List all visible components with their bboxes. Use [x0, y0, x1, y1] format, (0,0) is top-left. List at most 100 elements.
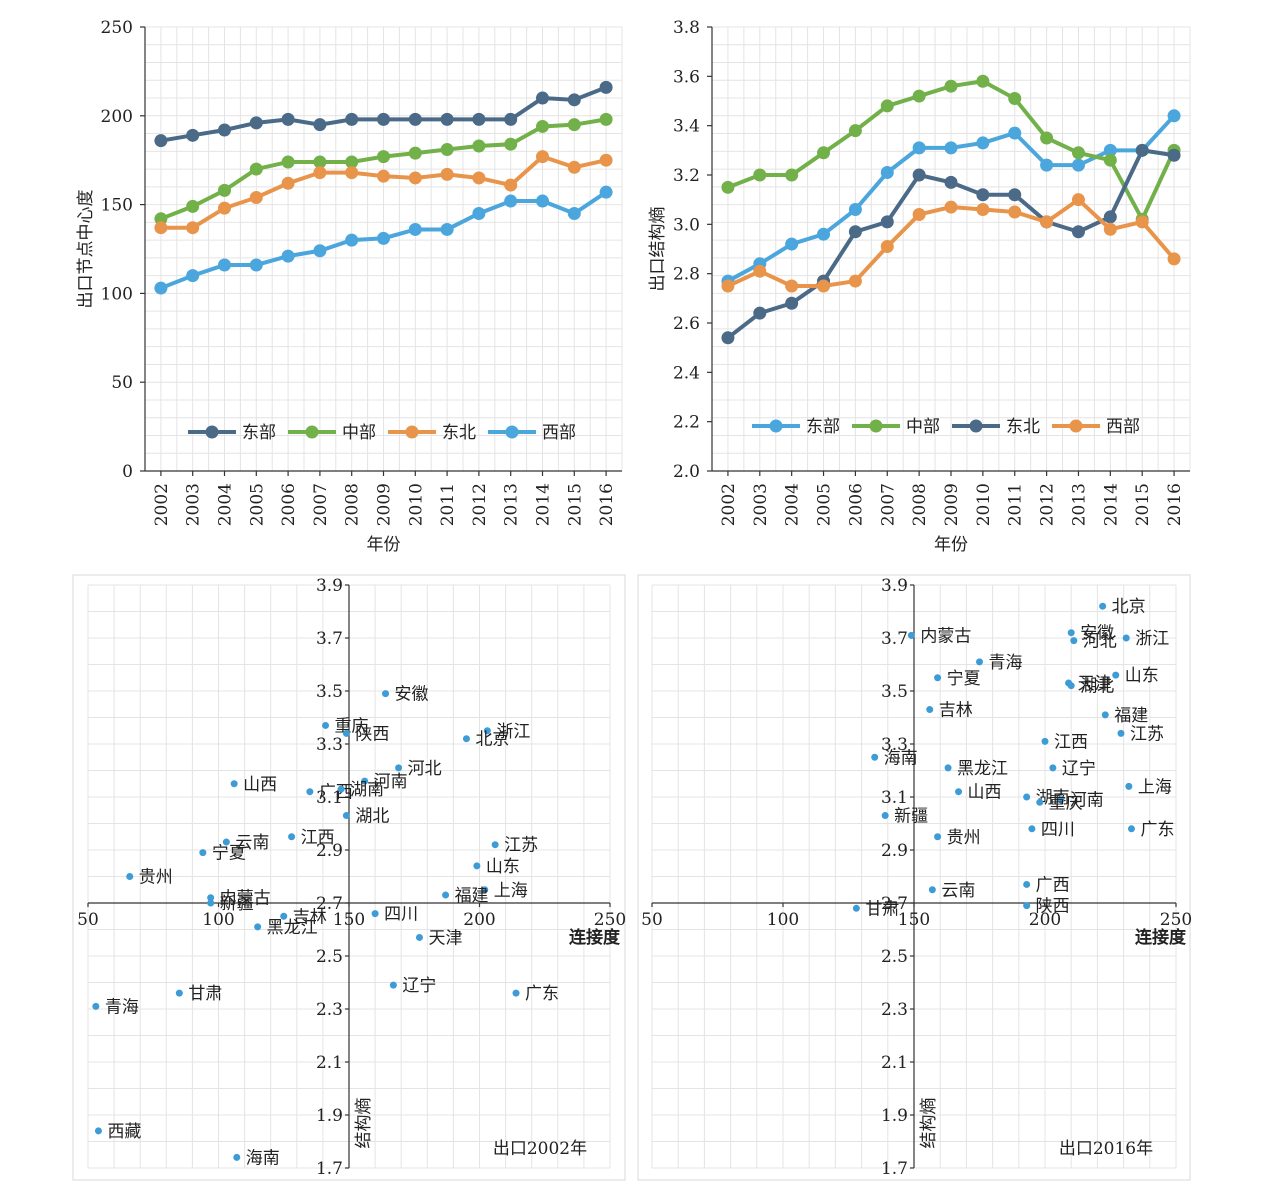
data-point — [880, 99, 894, 113]
data-point — [567, 206, 581, 220]
point-label: 浙江 — [496, 722, 530, 742]
data-point — [504, 137, 518, 151]
x-tick-label: 2006 — [846, 483, 866, 526]
point-陕西: 陕西 — [342, 724, 389, 744]
x-tick-label: 2007 — [878, 483, 898, 526]
point-label: 广西 — [319, 783, 353, 803]
point-江西: 江西 — [288, 828, 335, 848]
point-甘肃: 甘肃 — [852, 899, 899, 919]
point-label: 甘肃 — [865, 899, 899, 919]
x-tick-label: 2015 — [565, 483, 585, 526]
data-point — [472, 112, 486, 126]
point-label: 内蒙古 — [220, 889, 271, 909]
data-point — [281, 176, 295, 190]
y-tick-label: 3.1 — [881, 788, 908, 808]
data-point — [848, 225, 862, 239]
data-point — [536, 150, 549, 164]
legend-marker — [305, 425, 319, 439]
scatter-point — [976, 658, 983, 666]
point-label: 海南 — [884, 748, 918, 768]
gridlines — [711, 26, 1191, 472]
data-point — [976, 74, 990, 88]
data-point — [281, 112, 295, 126]
data-point — [1071, 193, 1085, 207]
point-吉林: 吉林 — [926, 701, 973, 721]
point-山东: 山东 — [1112, 666, 1159, 686]
data-point — [848, 274, 862, 288]
data-point — [599, 153, 613, 167]
point-label: 山西 — [968, 783, 1002, 803]
point-吉林: 吉林 — [280, 907, 327, 927]
point-label: 江西 — [301, 828, 335, 848]
y-tick-label: 2.1 — [316, 1053, 343, 1073]
point-河北: 河北 — [395, 759, 442, 779]
point-label: 湖南 — [350, 780, 384, 800]
scatter-point — [322, 721, 330, 729]
data-point — [599, 80, 613, 94]
point-山西: 山西 — [230, 775, 277, 795]
data-point — [504, 194, 518, 208]
legend-label: 东部 — [806, 417, 840, 437]
y-axis-label: 出口节点中心度 — [76, 190, 96, 309]
point-宁夏: 宁夏 — [199, 844, 246, 864]
legend-marker — [505, 425, 519, 439]
legend-item: 中部 — [852, 417, 940, 437]
x-tick-label: 2007 — [311, 483, 331, 526]
point-label: 重庆 — [335, 716, 369, 736]
point-label: 湖北 — [355, 807, 389, 827]
data-point — [817, 146, 831, 160]
data-point — [408, 171, 422, 185]
legend-marker — [405, 425, 419, 439]
data-point — [721, 180, 735, 194]
legend-label: 中部 — [906, 417, 940, 437]
x-tick-label: 2010 — [406, 483, 426, 526]
data-point — [1040, 215, 1054, 229]
data-point — [1008, 126, 1022, 140]
data-point — [1071, 225, 1085, 239]
data-point — [408, 112, 422, 126]
x-tick-label: 150 — [333, 910, 365, 930]
x-tick-label: 2002 — [719, 483, 739, 526]
point-河北: 河北 — [1070, 632, 1117, 652]
data-point — [912, 207, 926, 221]
point-label: 福建 — [1114, 706, 1148, 726]
chart-title: 出口2016年 — [1059, 1139, 1153, 1159]
point-浙江: 浙江 — [483, 722, 530, 742]
x-tick-label: 250 — [594, 910, 626, 930]
scatter-point — [395, 764, 403, 772]
y-tick-label: 1.7 — [881, 1159, 908, 1179]
x-tick-label: 2011 — [438, 483, 458, 526]
point-label: 重庆 — [1049, 793, 1083, 813]
data-point — [313, 244, 327, 258]
x-tick-label: 2013 — [502, 483, 522, 526]
scatter-chart-1: 1.7 1.9 2.1 2.3 2.5 2.7 2.9 3.1 3.3 3.5 3.7 3.9 50 10… — [72, 574, 626, 1181]
x-tick-label: 200 — [463, 910, 495, 930]
point-山西: 山西 — [955, 783, 1002, 803]
y-tick-label: 2.3 — [316, 1000, 343, 1020]
legend-item: 东部 — [752, 417, 840, 437]
point-海南: 海南 — [871, 748, 918, 768]
series-中部 — [721, 74, 1181, 226]
y-axis-label: 结构熵 — [354, 1098, 374, 1149]
y-tick-label: 2.9 — [316, 841, 343, 861]
data-point — [1167, 252, 1181, 266]
data-point — [536, 91, 549, 105]
point-label: 甘肃 — [188, 984, 222, 1004]
y-tick-label: 2.9 — [881, 841, 908, 861]
legend-item: 中部 — [288, 423, 376, 443]
y-tick-label: 3.3 — [316, 735, 343, 755]
scatter-point — [415, 933, 423, 941]
scatter-point — [342, 812, 350, 820]
x-axis-label: 连接度 — [1135, 927, 1187, 948]
y-tick-label: 1.9 — [316, 1106, 343, 1126]
y-tick-label: 3.7 — [316, 629, 343, 649]
legend-item: 西部 — [1052, 417, 1140, 437]
data-point — [1008, 188, 1022, 202]
y-tick-label: 0 — [122, 462, 133, 482]
data-point — [345, 112, 359, 126]
y-tick-label: 2.5 — [881, 947, 908, 967]
point-福建: 福建 — [442, 886, 489, 906]
y-tick-label: 3.8 — [673, 18, 700, 38]
data-point — [281, 249, 295, 263]
legend-label: 西部 — [1106, 417, 1140, 437]
